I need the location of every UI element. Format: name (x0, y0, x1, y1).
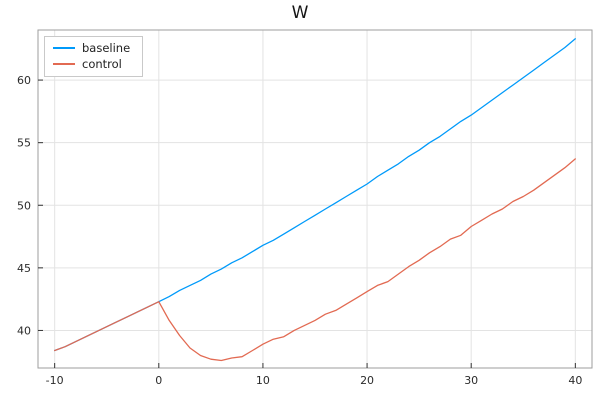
plot-frame (37, 29, 593, 369)
y-tick-label: 60 (17, 74, 31, 87)
x-tick-label: 40 (568, 374, 582, 387)
x-tick-label: 30 (464, 374, 478, 387)
legend-label-baseline: baseline (82, 41, 131, 55)
y-tick-label: 40 (17, 324, 31, 337)
x-tick-label: 0 (155, 374, 162, 387)
baseline-line-swatch (53, 47, 75, 49)
x-tick-label: 20 (360, 374, 374, 387)
y-tick-label: 55 (17, 137, 31, 150)
x-tick-label: -10 (46, 374, 64, 387)
legend-label-control: control (82, 57, 122, 71)
legend-entry-baseline: baseline (53, 41, 130, 55)
y-tick-label: 50 (17, 199, 31, 212)
series-line-baseline (54, 38, 576, 352)
legend-entry-control: control (53, 57, 130, 71)
x-tick-label: 10 (256, 374, 270, 387)
legend: baseline control (44, 36, 144, 77)
y-tick-label: 45 (17, 262, 31, 275)
control-line-swatch (53, 63, 75, 65)
chart-title: W (291, 3, 309, 23)
series-line-control (54, 158, 576, 362)
